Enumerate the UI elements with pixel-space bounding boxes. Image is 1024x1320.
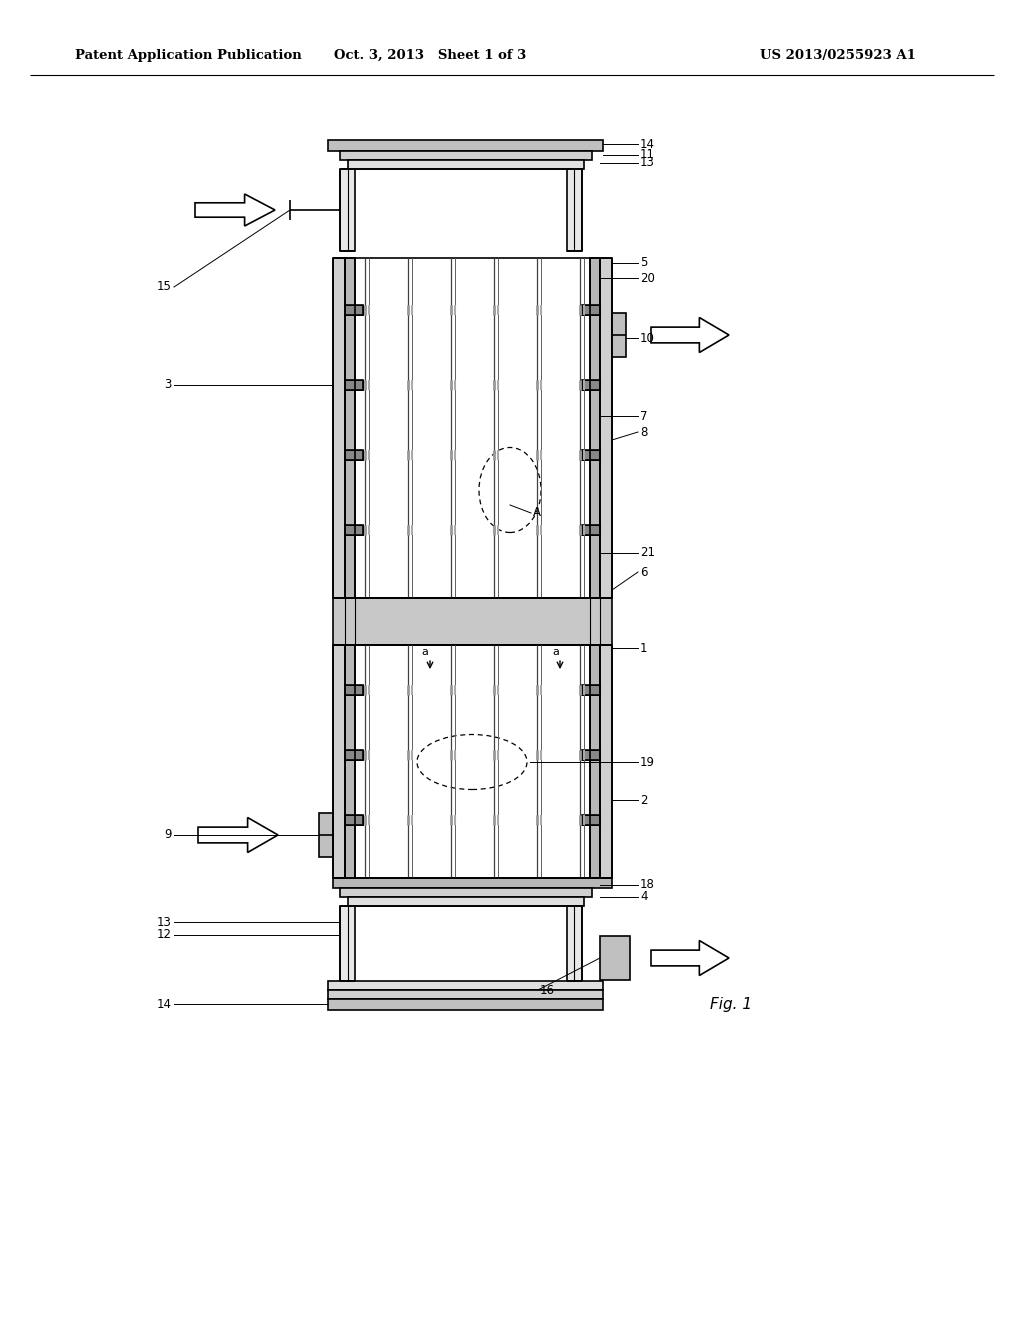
Bar (340, 906, 355, 981)
Text: 16: 16 (540, 983, 555, 997)
Bar (333, 257, 345, 598)
Bar (340, 888, 592, 898)
Text: 12: 12 (157, 928, 172, 941)
Polygon shape (198, 817, 278, 853)
Bar (345, 380, 362, 389)
Bar (328, 140, 603, 150)
Text: 1: 1 (640, 642, 647, 655)
Bar (582, 750, 600, 760)
Text: 6: 6 (640, 565, 647, 578)
Bar (345, 685, 362, 696)
Bar (345, 814, 362, 825)
Text: US 2013/0255923 A1: US 2013/0255923 A1 (760, 49, 915, 62)
Bar (345, 450, 362, 459)
Bar (345, 525, 362, 535)
Bar (340, 150, 592, 160)
Bar (345, 305, 362, 315)
Text: 4: 4 (640, 891, 647, 903)
Polygon shape (195, 194, 275, 226)
Text: Fig. 1: Fig. 1 (710, 998, 752, 1012)
Bar (345, 450, 362, 459)
Bar (590, 257, 600, 598)
Bar (348, 160, 584, 169)
Text: 18: 18 (640, 879, 655, 891)
Bar (567, 906, 582, 981)
Bar (328, 981, 603, 990)
Bar (582, 814, 600, 825)
Bar (319, 813, 333, 857)
Bar (567, 169, 582, 251)
Bar (582, 685, 600, 696)
Bar (600, 936, 630, 979)
Bar (582, 380, 600, 389)
Text: 10: 10 (640, 331, 655, 345)
Bar (328, 999, 603, 1010)
Bar (345, 685, 362, 696)
Text: 13: 13 (640, 157, 655, 169)
Text: 8: 8 (640, 425, 647, 438)
Text: 7: 7 (640, 409, 647, 422)
Text: 9: 9 (165, 829, 172, 842)
Text: 14: 14 (157, 998, 172, 1011)
Text: 19: 19 (640, 755, 655, 768)
Bar (333, 878, 612, 888)
Bar (333, 598, 612, 645)
Bar (600, 257, 612, 598)
Text: 11: 11 (640, 149, 655, 161)
Bar (345, 380, 362, 389)
Polygon shape (651, 940, 729, 975)
Bar (348, 898, 584, 906)
Bar (340, 169, 355, 251)
Bar (345, 305, 362, 315)
Polygon shape (651, 318, 729, 352)
Text: 14: 14 (640, 137, 655, 150)
Bar (582, 380, 600, 389)
Bar (582, 450, 600, 459)
Text: 5: 5 (640, 256, 647, 269)
Bar (345, 750, 362, 760)
Text: 3: 3 (165, 379, 172, 392)
Bar (328, 990, 603, 999)
Bar (582, 685, 600, 696)
Text: A: A (534, 507, 541, 520)
Bar (582, 750, 600, 760)
Text: 2: 2 (640, 793, 647, 807)
Bar (345, 257, 355, 598)
Text: 21: 21 (640, 546, 655, 560)
Bar (612, 313, 626, 356)
Bar (600, 645, 612, 878)
Bar (582, 450, 600, 459)
Text: 15: 15 (157, 281, 172, 293)
Bar (345, 814, 362, 825)
Bar (582, 305, 600, 315)
Bar (582, 525, 600, 535)
Bar (590, 645, 600, 878)
Bar (345, 750, 362, 760)
Text: 13: 13 (157, 916, 172, 928)
Text: Oct. 3, 2013   Sheet 1 of 3: Oct. 3, 2013 Sheet 1 of 3 (334, 49, 526, 62)
Bar (333, 645, 345, 878)
Bar (345, 525, 362, 535)
Bar (345, 645, 355, 878)
Text: a: a (422, 647, 428, 657)
Text: Patent Application Publication: Patent Application Publication (75, 49, 302, 62)
Text: 20: 20 (640, 272, 655, 285)
Text: a: a (553, 647, 559, 657)
Bar (582, 525, 600, 535)
Bar (582, 814, 600, 825)
Bar (582, 305, 600, 315)
